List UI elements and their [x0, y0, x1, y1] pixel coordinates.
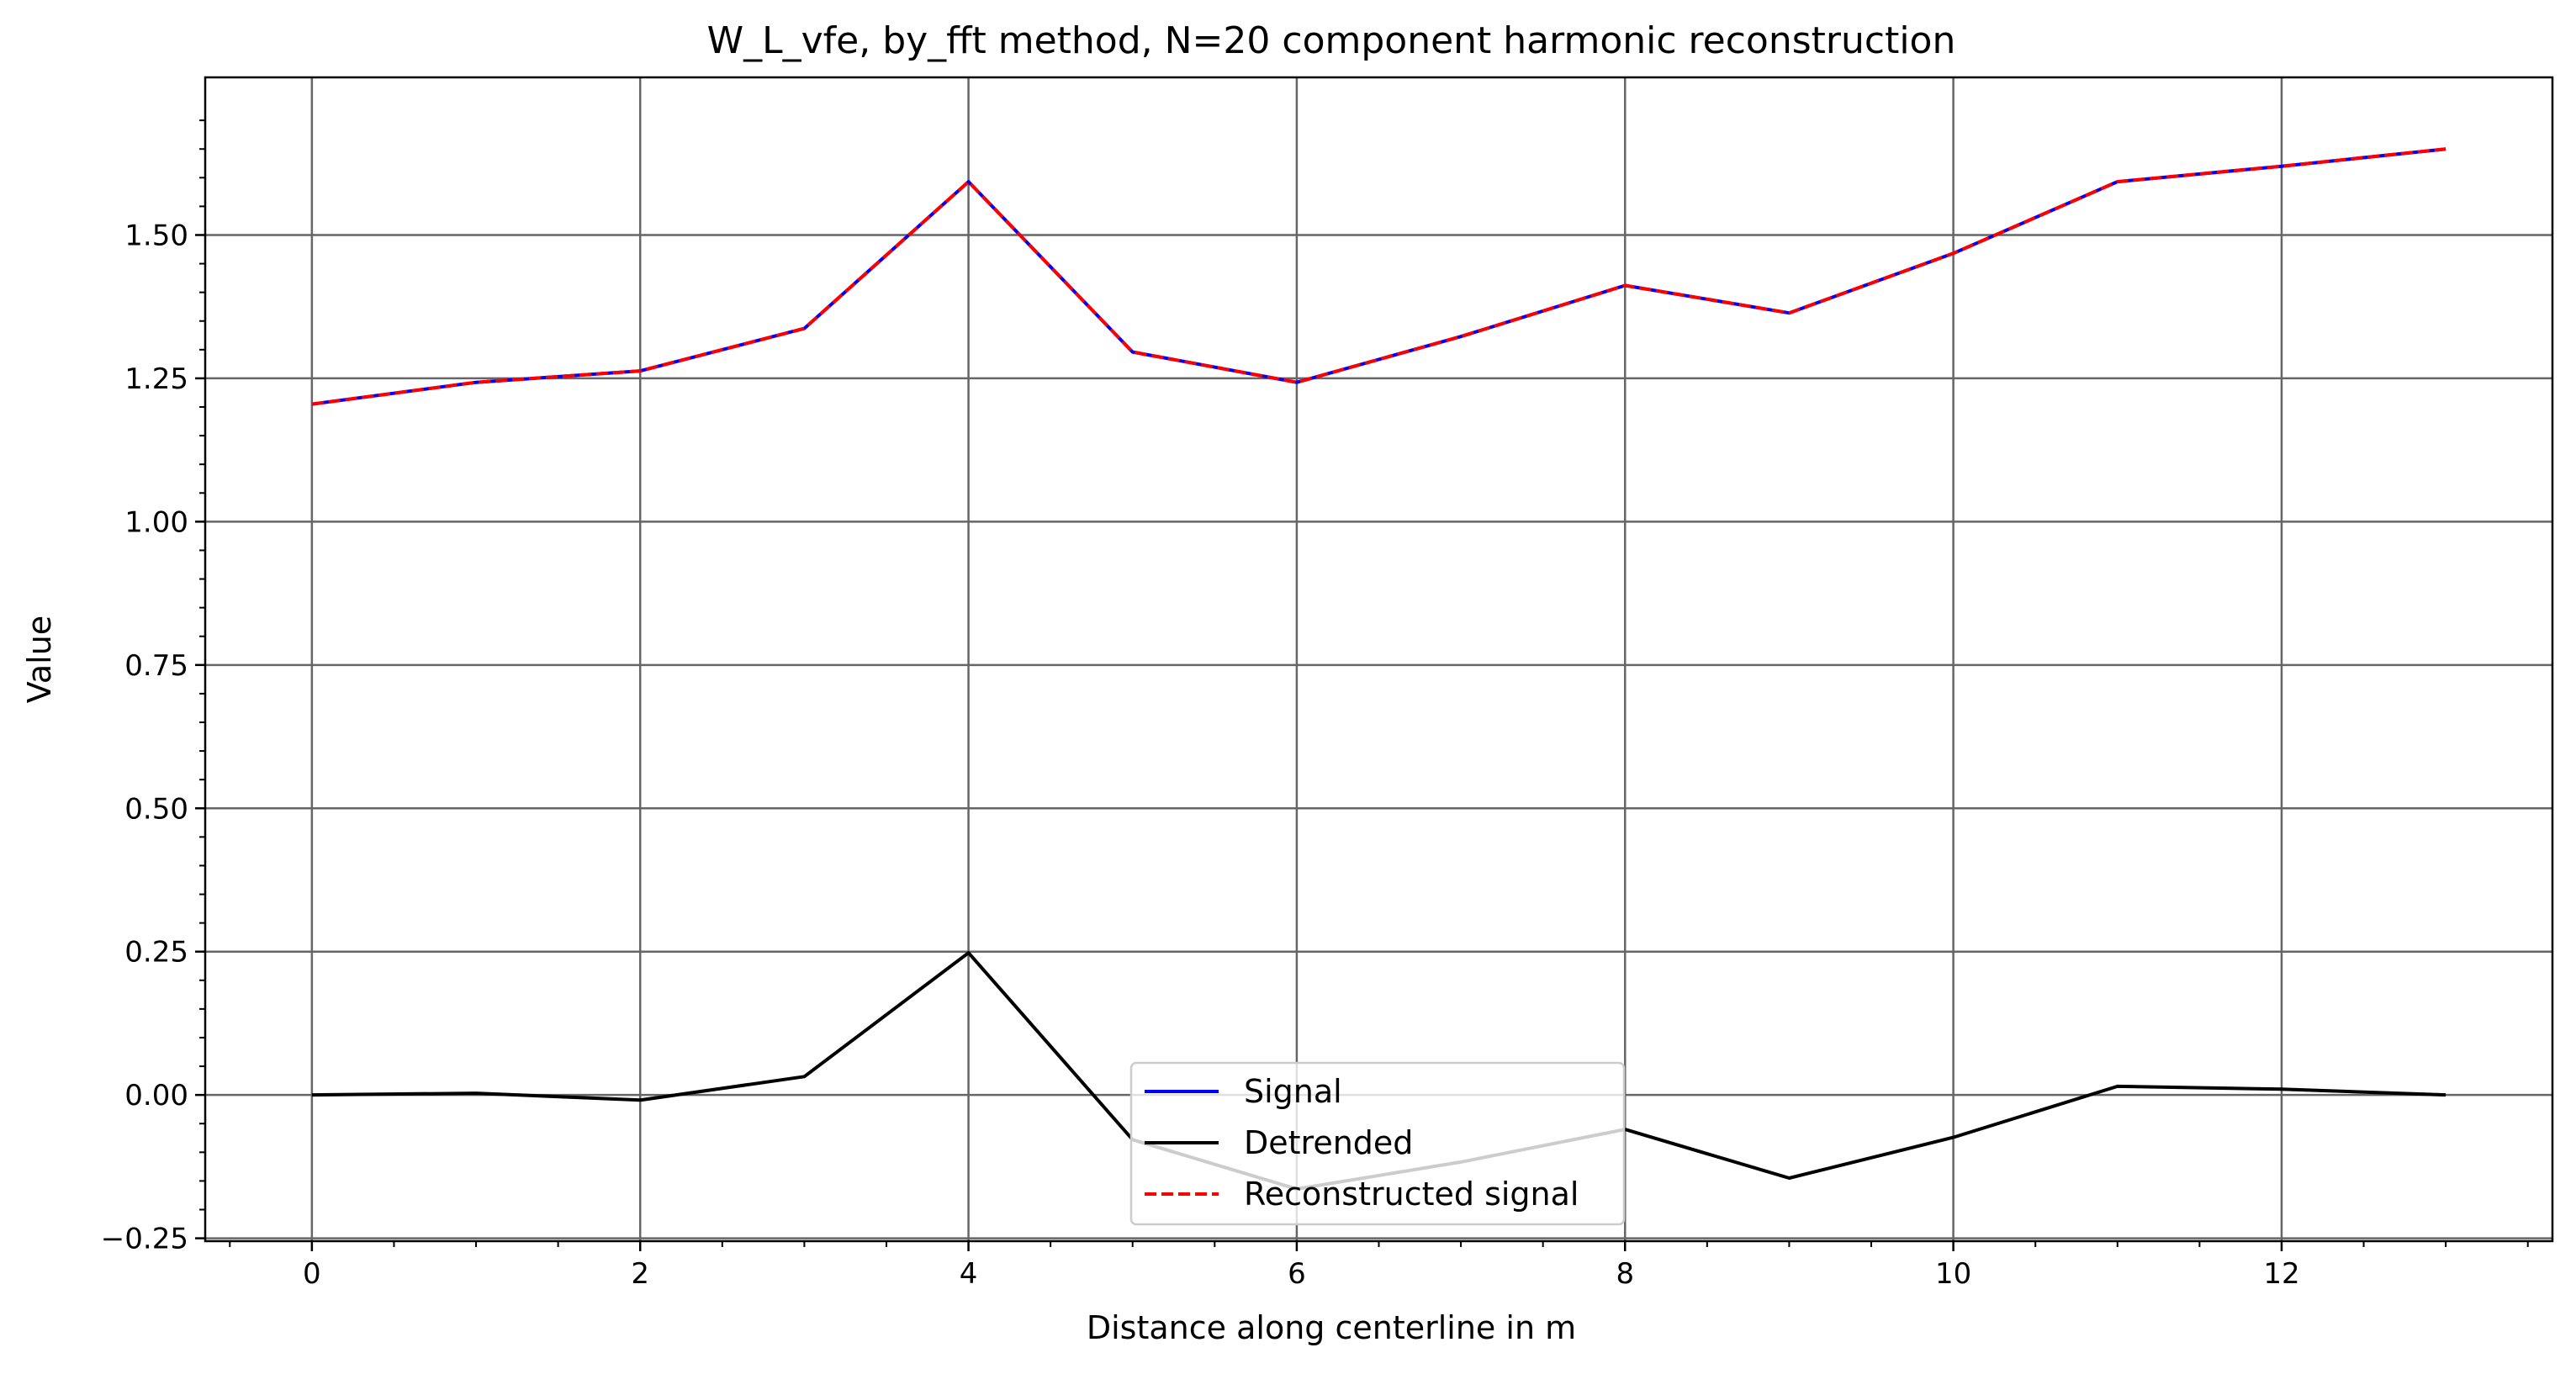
x-tick-label-0: 0 — [303, 1257, 321, 1291]
legend-box — [1129, 1061, 1626, 1226]
axis-ticks: 0 2 4 6 8 10 12 −0.25 0.00 0.25 0.50 0.75 1.00 1.25 1.… — [101, 119, 2529, 1291]
y-tick-label-1: 0.00 — [124, 1079, 188, 1112]
legend-label-1: Detrended — [1244, 1124, 1413, 1161]
y-tick-label-6: 1.25 — [124, 362, 188, 396]
grid — [205, 77, 2552, 1241]
x-tick-label-3: 6 — [1288, 1257, 1306, 1291]
y-tick-label-5: 1.00 — [124, 505, 188, 539]
legend-label-2: Reconstructed signal — [1244, 1176, 1579, 1213]
y-tick-label-4: 0.75 — [124, 649, 188, 683]
x-tick-label-4: 8 — [1616, 1257, 1634, 1291]
y-tick-label-7: 1.50 — [124, 219, 188, 252]
y-tick-label-0: −0.25 — [101, 1223, 188, 1256]
x-tick-label-6: 12 — [2263, 1257, 2299, 1291]
x-tick-label-2: 4 — [960, 1257, 978, 1291]
x-axis-label: Distance along centerline in m — [1087, 1309, 1576, 1346]
x-tick-label-5: 10 — [1935, 1257, 1971, 1291]
y-tick-label-3: 0.50 — [124, 792, 188, 826]
y-axis-label: Value — [21, 616, 58, 703]
y-tick-label-2: 0.25 — [124, 936, 188, 970]
legend: Signal Detrended Reconstructed signal — [1129, 1061, 1626, 1226]
chart-title: W_L_vfe, by_fft method, N=20 component h… — [707, 19, 1956, 62]
series-line-reconstructed-signal — [311, 147, 2446, 406]
x-tick-label-1: 2 — [631, 1257, 649, 1291]
legend-label-0: Signal — [1244, 1073, 1342, 1110]
